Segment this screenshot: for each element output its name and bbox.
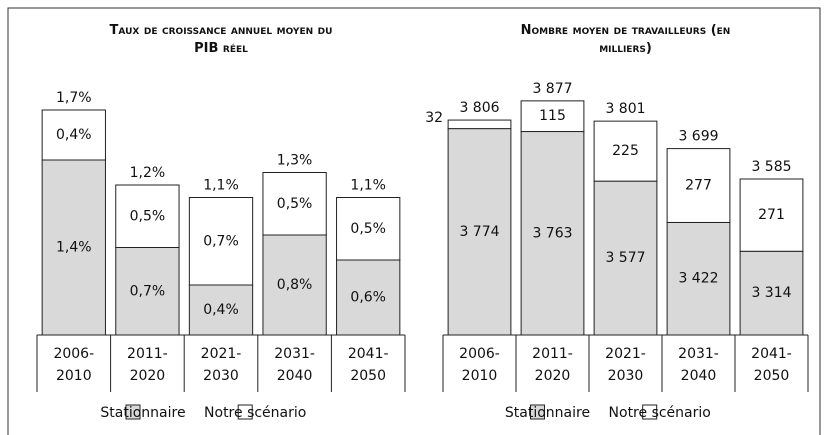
data-label: 0,8% [277, 277, 313, 293]
bar-segment [188, 284, 254, 336]
bar-segment [41, 159, 106, 336]
x-tick-label: 2006-2010 [459, 346, 500, 384]
data-label: 0,5% [130, 208, 166, 224]
bar-segment [188, 197, 254, 286]
data-label: 0,6% [350, 290, 386, 306]
bar-segment [447, 128, 512, 336]
data-label: 0,7% [203, 233, 239, 249]
x-tick-label: 2011-2020 [127, 346, 168, 384]
legend-swatch [125, 404, 141, 420]
bar-segment [262, 172, 327, 236]
data-label: 3 577 [605, 250, 645, 266]
total-label: 3 877 [532, 81, 572, 97]
data-label: 0,7% [130, 283, 166, 299]
data-label: 225 [612, 143, 639, 159]
chart-title: Taux de croissance annuel moyen du PIB r… [109, 23, 333, 56]
legend-label: Notre scénario [609, 405, 711, 421]
data-label: 0,4% [56, 127, 92, 143]
bar-segment [115, 247, 180, 336]
bar-segment [666, 148, 731, 223]
legend-swatch [237, 404, 253, 420]
data-label: 1,4% [56, 240, 92, 256]
total-label: 3 699 [678, 129, 718, 145]
bar-segment [520, 131, 585, 336]
x-tick-label: 2031-2040 [678, 346, 719, 384]
data-label: 271 [758, 207, 785, 223]
total-label: 3 806 [459, 100, 499, 116]
x-tick-label: 2021-2030 [605, 346, 646, 384]
data-label: 3 763 [532, 225, 572, 241]
bar-segment [739, 178, 804, 252]
total-label: 1,1% [203, 178, 239, 194]
legend-label: Notre scénario [204, 405, 306, 421]
data-label: 3 422 [678, 271, 718, 287]
data-label: 277 [685, 178, 712, 194]
total-label: 3 801 [605, 101, 645, 117]
x-tick-label: 2011-2020 [532, 346, 573, 384]
x-tick-label: 2021-2030 [200, 346, 242, 384]
bar-segment [520, 100, 585, 133]
chart-title: Nombre moyen de travailleurs (en millier… [520, 23, 731, 56]
x-tick-label: 2041-2050 [347, 346, 389, 384]
bar-segment [593, 180, 658, 336]
x-tick-label: 2031-2040 [274, 346, 315, 384]
x-tick-label: 2006-2010 [53, 346, 95, 384]
bar-segment [115, 184, 180, 248]
data-label: 0,5% [277, 196, 313, 212]
total-label: 1,3% [277, 153, 313, 169]
bar-segment [336, 197, 401, 261]
frame [7, 7, 821, 435]
bar-segment [262, 234, 327, 336]
bar-segment [593, 120, 658, 182]
legend-label: Stationnaire [100, 405, 185, 421]
data-label: 3 314 [751, 285, 791, 301]
bar-segment [666, 221, 731, 336]
total-label: 1,7% [56, 90, 92, 106]
x-tick-label: 2041-2050 [751, 346, 792, 384]
data-label: 0,5% [350, 221, 386, 237]
legend-swatch [530, 404, 545, 420]
total-label: 1,1% [350, 178, 386, 194]
bar-segment [41, 109, 106, 161]
legend-label: Stationnaire [505, 405, 590, 421]
data-label: 3 774 [459, 224, 499, 240]
bar-segment [447, 119, 512, 130]
total-label: 1,2% [130, 165, 166, 181]
bar-segment [336, 259, 401, 336]
legend-swatch [642, 404, 658, 420]
data-label: 32 [425, 110, 443, 126]
data-label: 115 [539, 108, 566, 124]
data-label: 0,4% [203, 302, 239, 318]
total-label: 3 585 [751, 159, 791, 175]
